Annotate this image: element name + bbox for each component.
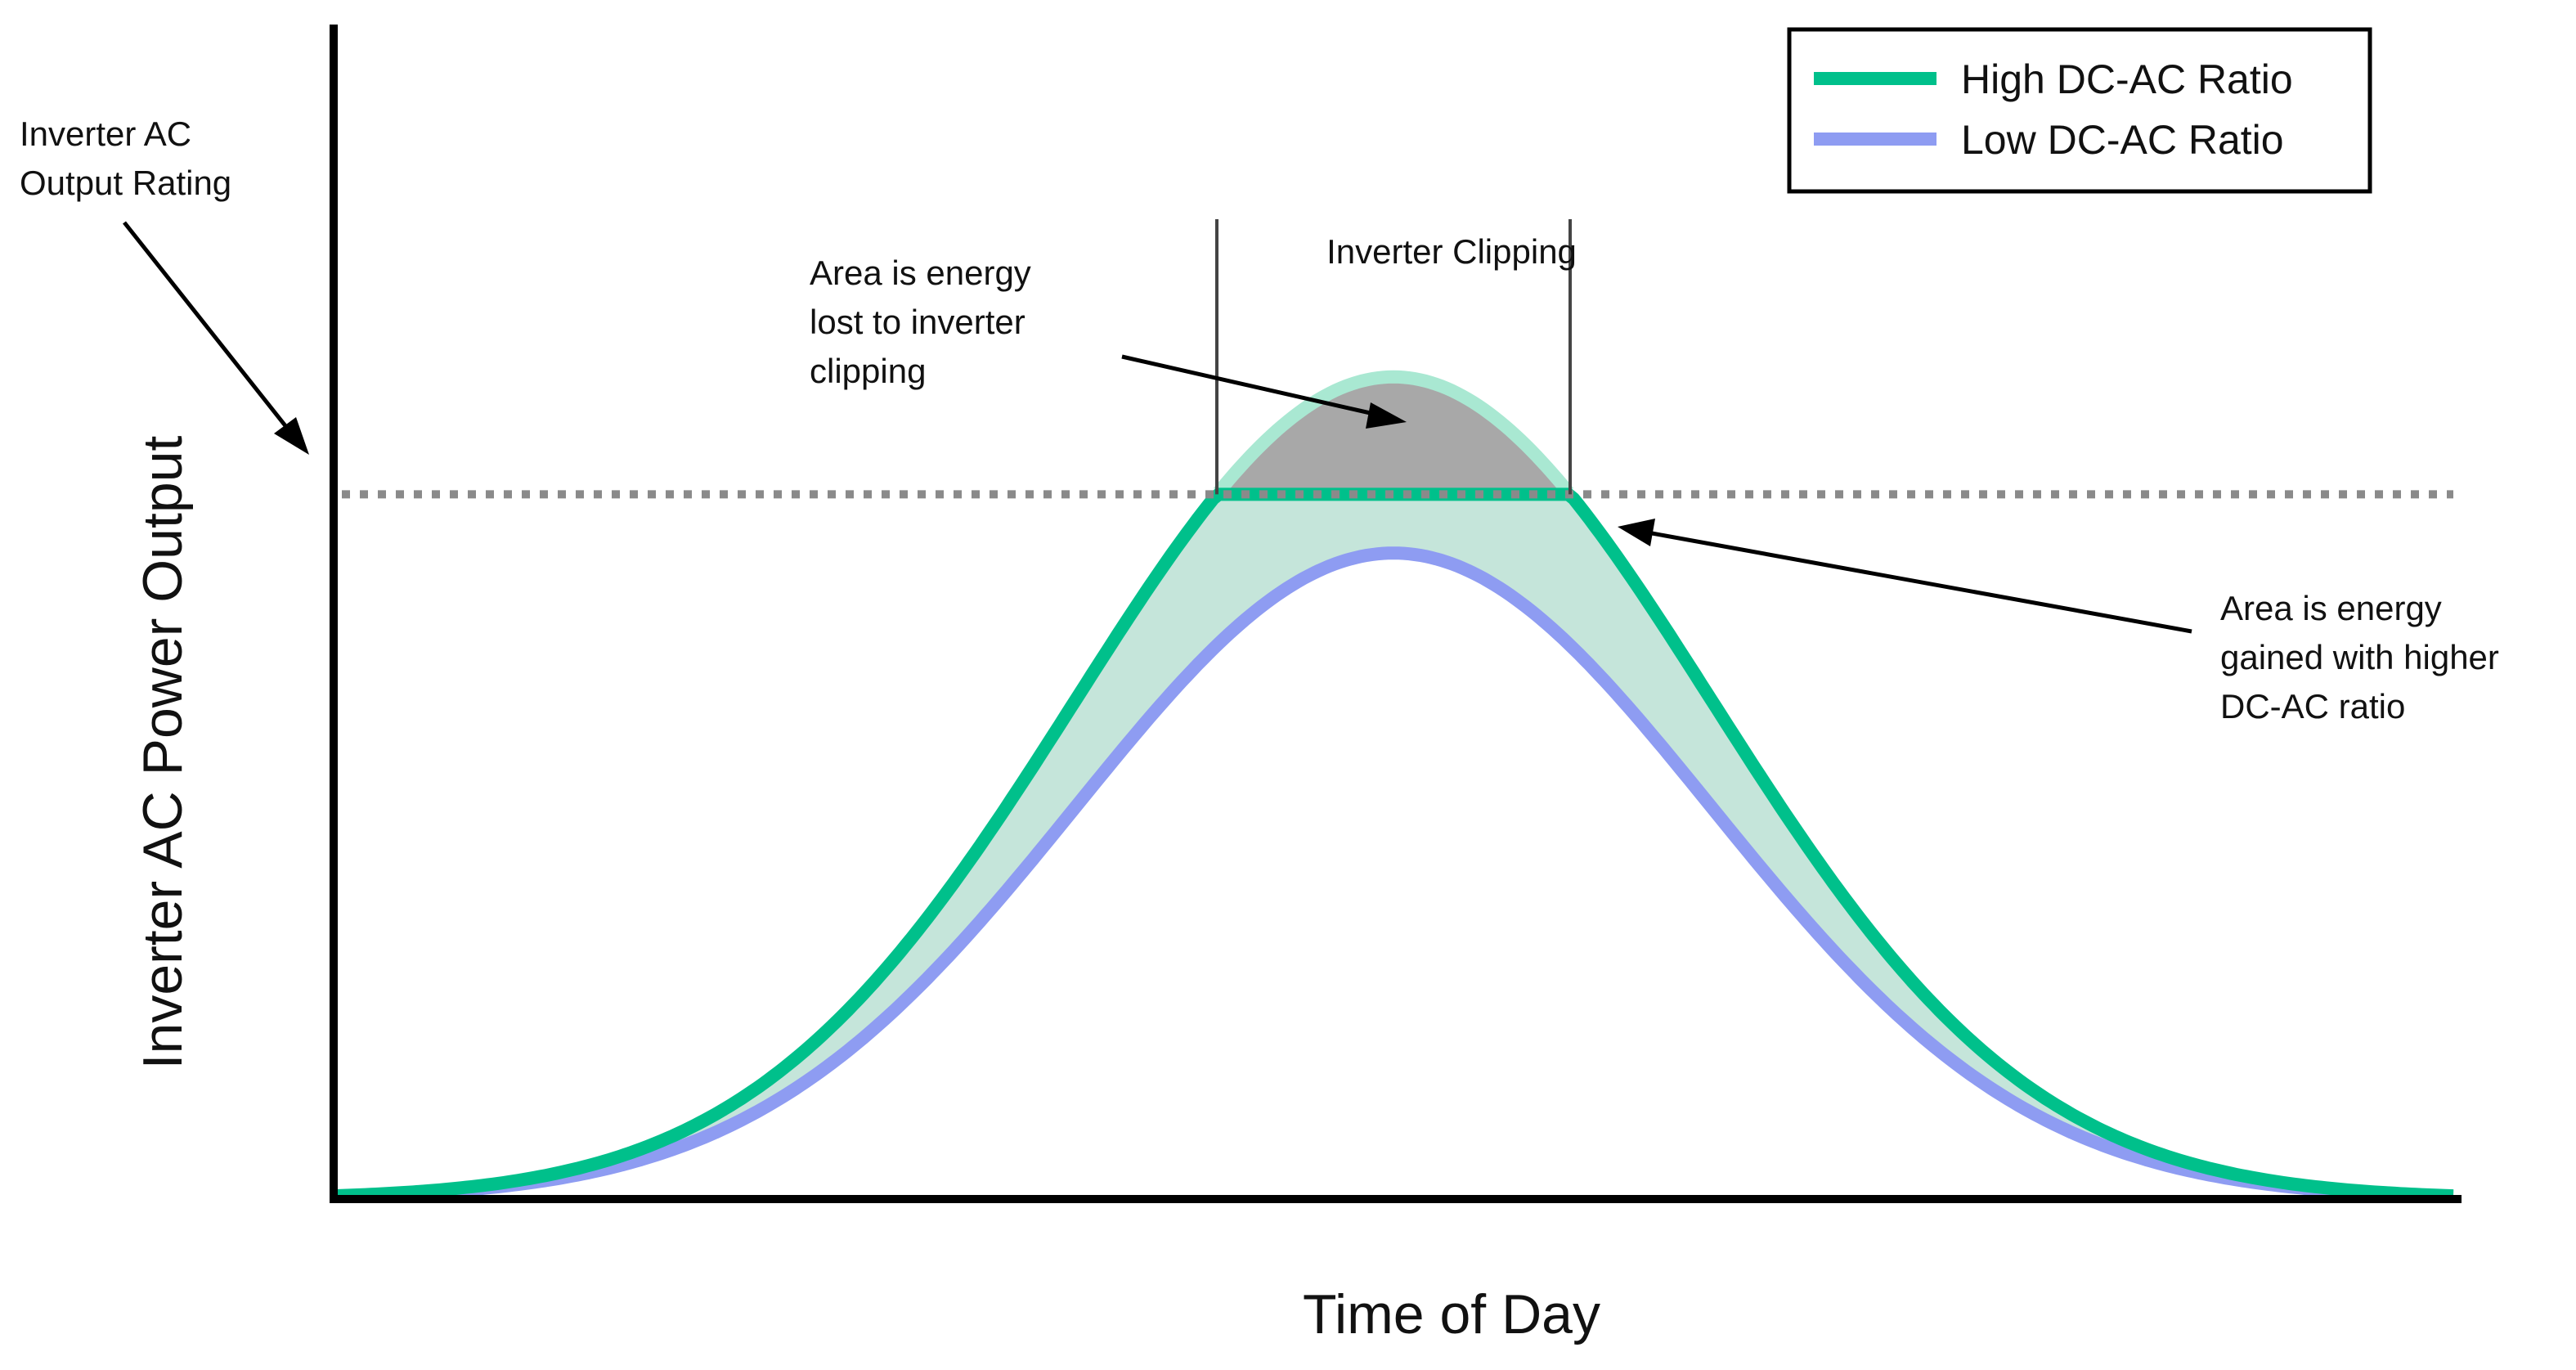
gained-annotation: Area is energy gained with higher DC-AC … xyxy=(1618,519,2499,725)
rating-annotation-line-1: Inverter AC xyxy=(20,115,191,153)
lost-arrow-head xyxy=(1366,402,1407,429)
gained-annotation-line-2: gained with higher xyxy=(2220,638,2499,676)
gained-annotation-line-1: Area is energy xyxy=(2220,589,2442,627)
gained-arrow-head xyxy=(1618,519,1655,546)
rating-arrow-head xyxy=(274,417,309,455)
legend-box xyxy=(1787,27,2372,194)
energy-gained-area xyxy=(334,494,2453,1197)
rating-annotation: Inverter AC Output Rating xyxy=(20,115,309,455)
clipping-region-label: Inverter Clipping xyxy=(1326,232,1577,271)
lost-arrow-shaft xyxy=(1121,354,1375,416)
low-ratio-line xyxy=(332,546,2455,1203)
high-ratio-clipped-curve xyxy=(1213,370,1574,496)
legend-high-label: High DC-AC Ratio xyxy=(1961,56,2293,102)
lost-annotation-line-2: lost to inverter xyxy=(810,303,1025,341)
gained-annotation-line-3: DC-AC ratio xyxy=(2220,687,2405,725)
x-axis-label: Time of Day xyxy=(1303,1283,1600,1345)
legend-low-label: Low DC-AC Ratio xyxy=(1961,117,2284,163)
lost-annotation-line-3: clipping xyxy=(810,352,926,390)
lost-annotation-line-1: Area is energy xyxy=(810,254,1031,292)
high-ratio-line xyxy=(332,487,2455,1203)
energy-lost-area xyxy=(1217,376,1570,495)
gained-arrow-shaft xyxy=(1651,531,2192,634)
rating-annotation-line-2: Output Rating xyxy=(20,164,231,202)
y-axis-label: Inverter AC Power Output xyxy=(132,435,194,1069)
rating-arrow-shaft xyxy=(123,221,294,437)
legend: High DC-AC Ratio Low DC-AC Ratio xyxy=(1787,27,2372,194)
lost-annotation: Area is energy lost to inverter clipping xyxy=(810,254,1407,429)
